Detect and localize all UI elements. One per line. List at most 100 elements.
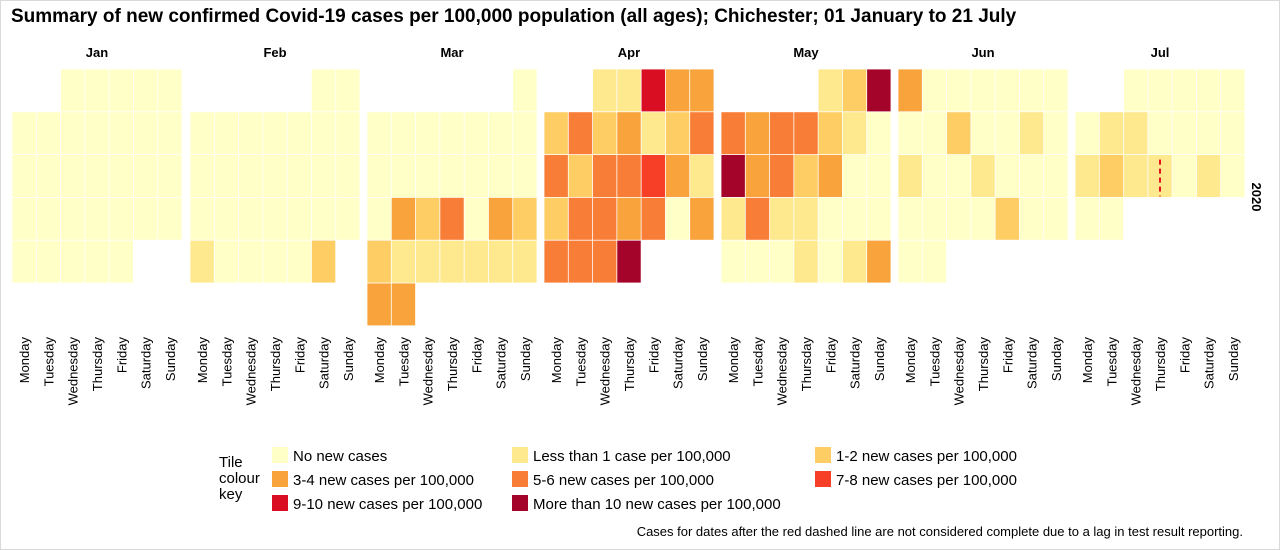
legend-swatch — [815, 471, 831, 487]
day-tile — [721, 155, 745, 197]
legend-swatch — [512, 495, 528, 511]
day-tile — [513, 240, 537, 283]
day-tile — [1123, 69, 1148, 112]
day-tile — [665, 112, 690, 155]
day-tile — [1019, 69, 1044, 112]
day-tile — [1148, 112, 1172, 155]
day-tile — [1196, 69, 1221, 112]
day-tile — [464, 197, 489, 240]
day-tile — [592, 155, 617, 197]
legend-item: 7-8 new cases per 100,000 — [815, 471, 1017, 489]
weekday-label: Tuesday — [41, 337, 56, 387]
day-tile — [818, 240, 843, 283]
day-tile — [544, 112, 568, 155]
day-tile — [391, 283, 416, 326]
day-tile — [867, 197, 891, 240]
day-tile — [415, 197, 440, 240]
day-tile — [60, 197, 85, 240]
day-tile — [690, 197, 714, 240]
day-tile — [158, 69, 182, 112]
day-tile — [769, 240, 794, 283]
footnote: Cases for dates after the red dashed lin… — [636, 524, 1243, 539]
day-tile — [641, 197, 666, 240]
day-tile — [1196, 155, 1221, 197]
day-tile — [214, 197, 239, 240]
day-tile — [391, 112, 416, 155]
day-tile — [214, 155, 239, 197]
day-tile — [1044, 155, 1068, 197]
day-tile — [745, 155, 770, 197]
day-tile — [158, 197, 182, 240]
day-tile — [1172, 112, 1197, 155]
weekday-label: Wednesday — [1129, 337, 1144, 406]
weekday-label: Sunday — [341, 337, 356, 382]
legend-item: 9-10 new cases per 100,000 — [272, 495, 482, 513]
month-label-jun: Jun — [971, 45, 994, 60]
day-tile — [842, 112, 867, 155]
day-tile — [311, 240, 336, 283]
weekday-label: Wednesday — [421, 337, 436, 406]
day-tile — [794, 197, 818, 240]
legend-label: No new cases — [293, 448, 387, 465]
day-tile — [36, 112, 61, 155]
legend-swatch — [512, 447, 528, 463]
weekday-label: Monday — [549, 337, 564, 384]
day-tile — [12, 112, 36, 155]
day-tile — [1172, 155, 1197, 197]
day-tile — [464, 155, 489, 197]
day-tile — [995, 69, 1020, 112]
day-tile — [971, 155, 995, 197]
day-tile — [1044, 197, 1068, 240]
day-tile — [769, 197, 794, 240]
month-label-jan: Jan — [86, 45, 108, 60]
day-tile — [544, 240, 568, 283]
day-tile — [367, 283, 391, 326]
day-tile — [794, 112, 818, 155]
weekday-label: Sunday — [695, 337, 710, 382]
weekday-label: Tuesday — [1104, 337, 1119, 387]
day-tile — [867, 69, 891, 112]
day-tile — [1172, 69, 1197, 112]
day-tile — [109, 155, 134, 197]
day-tile — [745, 112, 770, 155]
day-tile — [568, 155, 593, 197]
day-tile — [842, 69, 867, 112]
weekday-label: Monday — [372, 337, 387, 384]
day-tile — [745, 240, 770, 283]
day-tile — [85, 240, 109, 283]
day-tile — [568, 197, 593, 240]
day-tile — [617, 69, 641, 112]
day-tile — [769, 112, 794, 155]
day-tile — [592, 112, 617, 155]
legend-title: colour — [219, 470, 260, 487]
legend-swatch — [272, 447, 288, 463]
weekday-label: Saturday — [671, 337, 686, 390]
weekday-label: Monday — [1080, 337, 1095, 384]
day-tile — [60, 155, 85, 197]
day-tile — [1075, 155, 1099, 197]
weekday-label: Thursday — [445, 337, 460, 392]
day-tile — [641, 155, 666, 197]
day-tile — [922, 69, 947, 112]
day-tile — [109, 197, 134, 240]
day-tile — [617, 112, 641, 155]
day-tile — [818, 197, 843, 240]
weekday-label: Sunday — [1226, 337, 1241, 382]
day-tile — [133, 197, 158, 240]
day-tile — [133, 112, 158, 155]
day-tile — [190, 197, 214, 240]
day-tile — [158, 155, 182, 197]
day-tile — [690, 112, 714, 155]
day-tile — [1019, 197, 1044, 240]
day-tile — [1148, 155, 1172, 197]
legend-label: 9-10 new cases per 100,000 — [293, 496, 482, 513]
weekday-label: Monday — [195, 337, 210, 384]
day-tile — [922, 197, 947, 240]
day-tile — [995, 112, 1020, 155]
weekday-label: Tuesday — [750, 337, 765, 387]
legend-item: 1-2 new cases per 100,000 — [815, 447, 1017, 465]
weekday-label: Friday — [292, 337, 307, 374]
day-tile — [513, 112, 537, 155]
weekday-label: Saturday — [848, 337, 863, 390]
day-tile — [367, 240, 391, 283]
